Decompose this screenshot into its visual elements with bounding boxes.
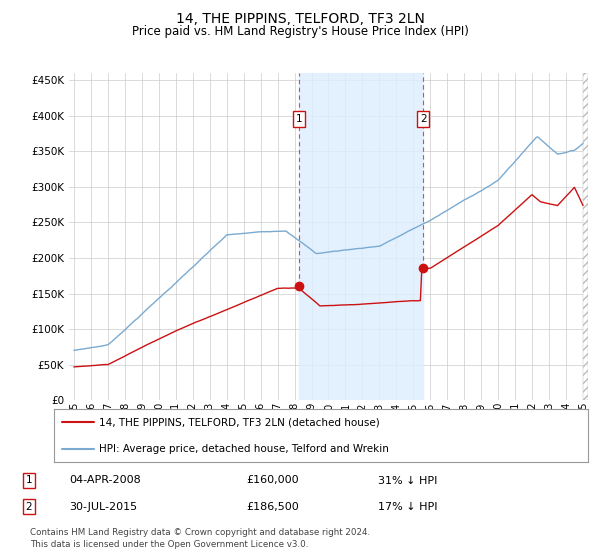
- Bar: [299, 73, 423, 400]
- Text: £186,500: £186,500: [246, 502, 299, 512]
- Text: 1: 1: [25, 475, 32, 486]
- Text: 17% ↓ HPI: 17% ↓ HPI: [378, 502, 437, 512]
- Text: 14, THE PIPPINS, TELFORD, TF3 2LN: 14, THE PIPPINS, TELFORD, TF3 2LN: [176, 12, 424, 26]
- Text: Contains HM Land Registry data © Crown copyright and database right 2024.
This d: Contains HM Land Registry data © Crown c…: [30, 528, 370, 549]
- Text: 30-JUL-2015: 30-JUL-2015: [69, 502, 137, 512]
- Text: 2: 2: [420, 114, 427, 124]
- Text: 2: 2: [25, 502, 32, 512]
- Text: £160,000: £160,000: [246, 475, 299, 486]
- Text: 1: 1: [296, 114, 302, 124]
- Text: 14, THE PIPPINS, TELFORD, TF3 2LN (detached house): 14, THE PIPPINS, TELFORD, TF3 2LN (detac…: [100, 417, 380, 427]
- Text: 04-APR-2008: 04-APR-2008: [69, 475, 141, 486]
- Text: HPI: Average price, detached house, Telford and Wrekin: HPI: Average price, detached house, Telf…: [100, 444, 389, 454]
- Text: 31% ↓ HPI: 31% ↓ HPI: [378, 475, 437, 486]
- Text: Price paid vs. HM Land Registry's House Price Index (HPI): Price paid vs. HM Land Registry's House …: [131, 25, 469, 38]
